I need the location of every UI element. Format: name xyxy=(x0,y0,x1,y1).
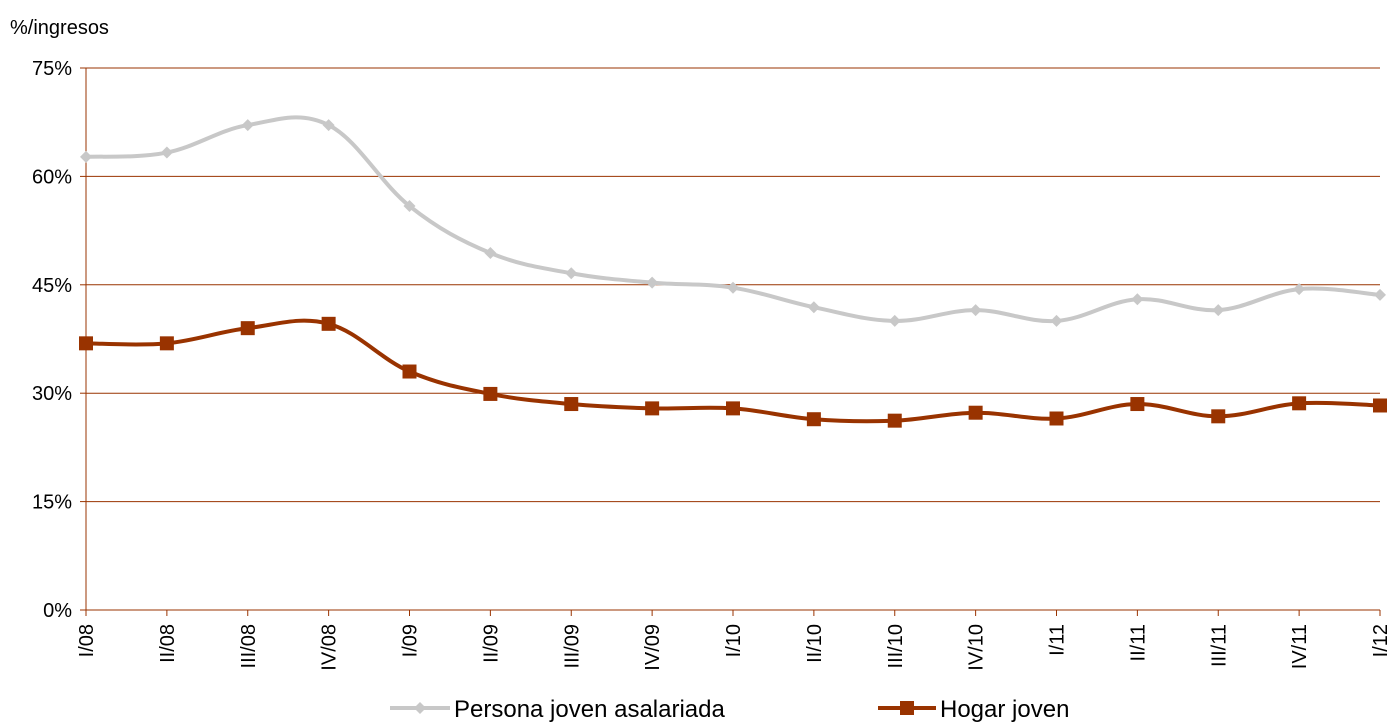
x-tick-label: IV/11 xyxy=(1289,624,1311,669)
y-tick-label: 60% xyxy=(32,166,72,188)
y-tick-label: 75% xyxy=(32,58,72,80)
data-point xyxy=(1130,397,1145,412)
y-axis-unit-label: %/ingresos xyxy=(10,17,109,39)
series-persona-joven-asalariada xyxy=(80,115,1386,327)
legend-item: Persona joven asalariada xyxy=(390,696,725,723)
legend-marker xyxy=(900,701,914,715)
data-point xyxy=(240,321,255,336)
data-point xyxy=(1050,314,1063,327)
data-point xyxy=(403,200,416,213)
legend: Persona joven asalariada Hogar joven xyxy=(390,696,1069,723)
axes xyxy=(80,67,1381,616)
data-point xyxy=(645,401,660,416)
data-point xyxy=(888,314,901,327)
data-point xyxy=(807,301,820,314)
data-point xyxy=(1212,304,1225,317)
legend-label: Persona joven asalariada xyxy=(454,696,725,722)
data-point xyxy=(483,386,498,401)
x-tick-label: I/10 xyxy=(723,624,745,657)
series-hogar-joven xyxy=(79,316,1387,428)
data-point xyxy=(1292,396,1307,411)
legend-marker xyxy=(414,702,426,714)
x-tick-label: I/09 xyxy=(400,624,422,657)
data-point xyxy=(727,281,739,294)
data-point xyxy=(646,276,659,289)
data-point xyxy=(565,267,578,280)
series xyxy=(79,115,1387,428)
data-point xyxy=(1211,409,1226,424)
data-point xyxy=(322,119,335,132)
data-point xyxy=(1373,398,1387,413)
data-point xyxy=(1131,293,1144,306)
x-tick-label: III/09 xyxy=(561,624,583,668)
legend-item: Hogar joven xyxy=(878,696,1069,723)
x-tick-labels: I/08 II/08 III/08 IV/08 I/09 II/09 III/09 IV/09… xyxy=(76,624,1388,671)
x-tick-label: II/09 xyxy=(480,624,502,663)
x-tick-label: I/11 xyxy=(1047,624,1069,656)
x-tick-label: III/10 xyxy=(885,624,907,668)
data-point xyxy=(969,304,982,317)
y-tick-label: 30% xyxy=(32,383,72,405)
data-point xyxy=(402,364,417,379)
data-point xyxy=(241,119,254,132)
x-tick-label: III/08 xyxy=(238,624,260,668)
data-point xyxy=(321,316,336,331)
data-point xyxy=(564,397,579,412)
y-tick-label: 45% xyxy=(32,275,72,297)
y-tick-label: 0% xyxy=(43,600,72,622)
x-tick-label: II/08 xyxy=(157,624,179,663)
x-tick-label: II/11 xyxy=(1127,624,1149,661)
data-point xyxy=(968,405,983,420)
data-point xyxy=(484,247,497,260)
data-point xyxy=(1049,411,1064,426)
x-tick-label: IV/08 xyxy=(319,624,341,671)
data-point xyxy=(887,413,902,428)
x-tick-label: II/10 xyxy=(804,624,826,663)
data-point xyxy=(726,401,740,416)
data-point xyxy=(1293,283,1306,296)
x-tick-label: I/12 xyxy=(1370,624,1388,657)
legend-label: Hogar joven xyxy=(940,696,1069,722)
x-tick-label: III/11 xyxy=(1208,624,1230,667)
x-tick-label: IV/09 xyxy=(642,624,664,671)
data-point xyxy=(160,146,173,159)
x-tick-label: IV/10 xyxy=(966,624,988,671)
data-point xyxy=(79,336,93,351)
data-point xyxy=(159,336,174,351)
data-point xyxy=(806,412,821,427)
y-tick-label: 15% xyxy=(32,492,72,514)
x-tick-label: I/08 xyxy=(76,624,98,657)
data-point xyxy=(80,150,92,163)
y-tick-labels: 0% 15% 30% 45% 60% 75% xyxy=(32,58,72,622)
data-point xyxy=(1374,288,1386,301)
